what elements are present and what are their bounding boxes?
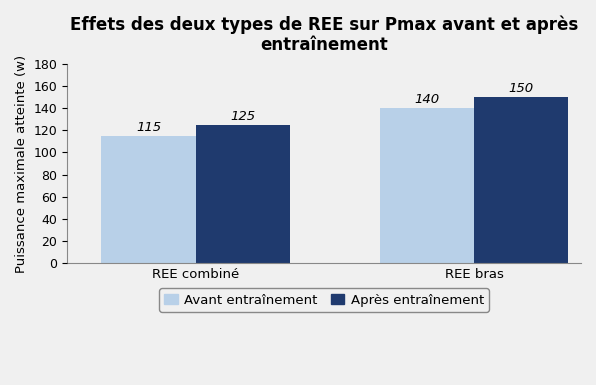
- Text: 115: 115: [136, 121, 161, 134]
- Text: 125: 125: [230, 110, 255, 123]
- Title: Effets des deux types de REE sur Pmax avant et après
entraînement: Effets des deux types de REE sur Pmax av…: [70, 15, 578, 54]
- Bar: [380, 108, 474, 263]
- Bar: [195, 125, 290, 263]
- Text: 140: 140: [414, 93, 439, 106]
- Text: 150: 150: [508, 82, 533, 95]
- Bar: [474, 97, 568, 263]
- Legend: Avant entraînement, Après entraînement: Avant entraînement, Après entraînement: [159, 288, 489, 312]
- Y-axis label: Puissance maximale atteinte (w): Puissance maximale atteinte (w): [15, 54, 28, 273]
- Bar: [101, 136, 195, 263]
